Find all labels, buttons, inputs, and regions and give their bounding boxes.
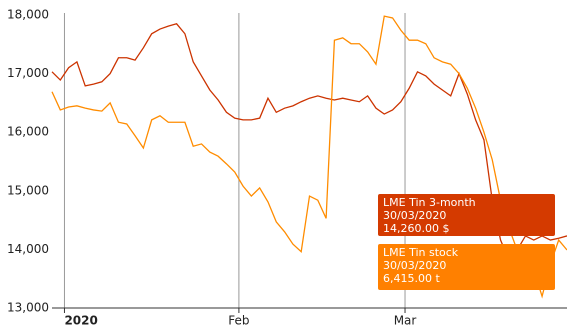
tooltip-text: 30/03/2020: [383, 259, 446, 272]
y-tick-label: 13,000: [7, 301, 49, 315]
series-line: [51, 15, 567, 299]
y-tick-label: 15,000: [7, 183, 49, 197]
y-tick-label: 16,000: [7, 125, 49, 139]
x-tick-label: Mar: [394, 314, 417, 327]
x-tick-label: 2020: [64, 314, 97, 327]
tooltip-box: [378, 244, 555, 290]
series-line: [51, 23, 567, 262]
tooltip-text: 14,260.00 $: [383, 222, 449, 235]
tooltip-text: 6,415.00 t: [383, 272, 440, 285]
y-tick-label: 17,000: [7, 66, 49, 80]
y-tick-label: 18,000: [7, 8, 49, 22]
x-tick-label: Feb: [228, 314, 249, 327]
tooltip-box: [378, 194, 555, 236]
tooltip-text: 30/03/2020: [383, 209, 446, 222]
tooltip-text: LME Tin stock: [383, 246, 459, 259]
tooltip-text: LME Tin 3-month: [383, 196, 476, 209]
y-tick-label: 14,000: [7, 242, 49, 256]
